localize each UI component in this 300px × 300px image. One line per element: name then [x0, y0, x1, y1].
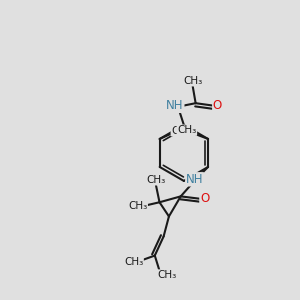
Text: CH₃: CH₃ — [171, 126, 190, 136]
Text: O: O — [200, 192, 209, 205]
Text: CH₃: CH₃ — [183, 76, 202, 86]
Text: NH: NH — [166, 99, 184, 112]
Text: O: O — [213, 99, 222, 112]
Text: CH₃: CH₃ — [128, 201, 147, 212]
Text: CH₃: CH₃ — [177, 125, 196, 135]
Text: NH: NH — [186, 173, 203, 186]
Text: CH₃: CH₃ — [157, 270, 176, 280]
Text: CH₃: CH₃ — [146, 175, 166, 185]
Text: CH₃: CH₃ — [124, 257, 143, 267]
